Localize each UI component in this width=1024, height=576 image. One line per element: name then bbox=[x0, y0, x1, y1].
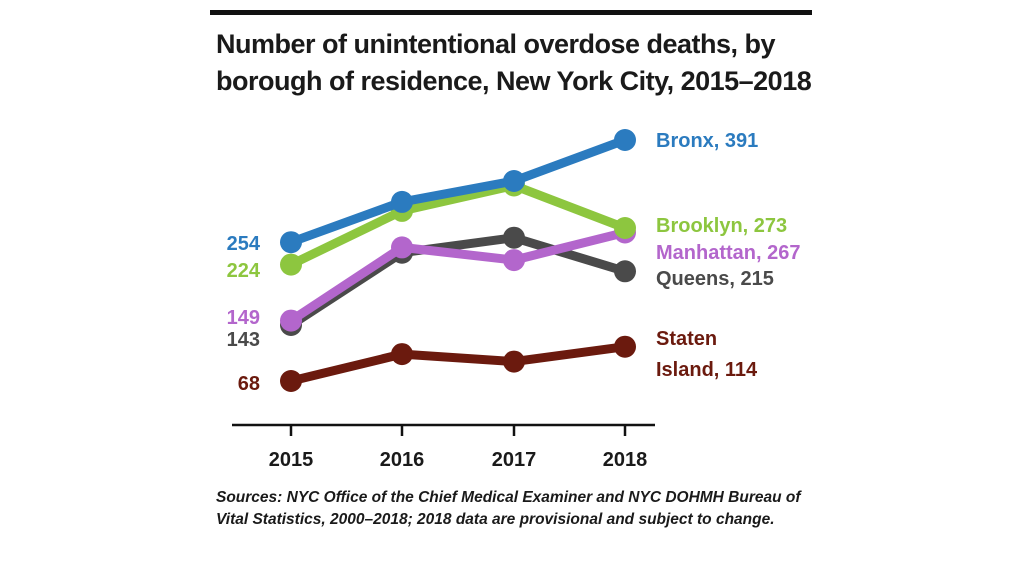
data-point-bronx bbox=[280, 231, 302, 254]
end-label-staten-island: Island, 114 bbox=[656, 359, 758, 381]
data-point-brooklyn bbox=[614, 217, 636, 239]
data-point-manhattan bbox=[503, 249, 525, 272]
series-line-staten-island bbox=[286, 342, 630, 386]
end-label-queens: Queens, 215 bbox=[656, 268, 774, 290]
end-label-brooklyn: Brooklyn, 273 bbox=[656, 215, 787, 237]
x-tick-label: 2018 bbox=[603, 449, 648, 471]
end-label-manhattan: Manhattan, 267 bbox=[656, 242, 800, 264]
end-label-bronx: Bronx, 391 bbox=[656, 130, 758, 152]
data-point-queens bbox=[614, 260, 636, 283]
start-label-manhattan: 149 bbox=[227, 307, 260, 329]
end-label-staten-island: Staten bbox=[656, 328, 717, 350]
data-point-staten-island bbox=[503, 350, 525, 373]
data-point-bronx bbox=[614, 129, 636, 151]
series-line-manhattan bbox=[286, 228, 630, 326]
series-line-bronx bbox=[286, 135, 630, 247]
start-label-bronx: 254 bbox=[227, 233, 261, 255]
x-tick-label: 2016 bbox=[380, 449, 425, 471]
data-point-manhattan bbox=[391, 236, 413, 259]
data-point-queens bbox=[503, 226, 525, 249]
data-point-bronx bbox=[503, 170, 525, 192]
chart-title: Number of unintentional overdose deaths,… bbox=[216, 29, 812, 96]
data-point-staten-island bbox=[391, 343, 413, 366]
series-line-brooklyn bbox=[286, 181, 630, 270]
top-rule bbox=[210, 10, 812, 15]
data-point-bronx bbox=[391, 190, 413, 213]
data-point-staten-island bbox=[280, 370, 302, 392]
start-label-staten-island: 68 bbox=[238, 373, 260, 395]
start-label-brooklyn: 224 bbox=[227, 260, 261, 282]
data-point-brooklyn bbox=[280, 253, 302, 276]
x-tick-label: 2015 bbox=[269, 449, 314, 471]
x-tick-label: 2017 bbox=[492, 449, 537, 471]
source-note: Sources: NYC Office of the Chief Medical… bbox=[216, 489, 801, 528]
data-point-manhattan bbox=[280, 309, 302, 332]
data-point-staten-island bbox=[614, 335, 636, 358]
start-label-queens: 143 bbox=[227, 329, 260, 351]
